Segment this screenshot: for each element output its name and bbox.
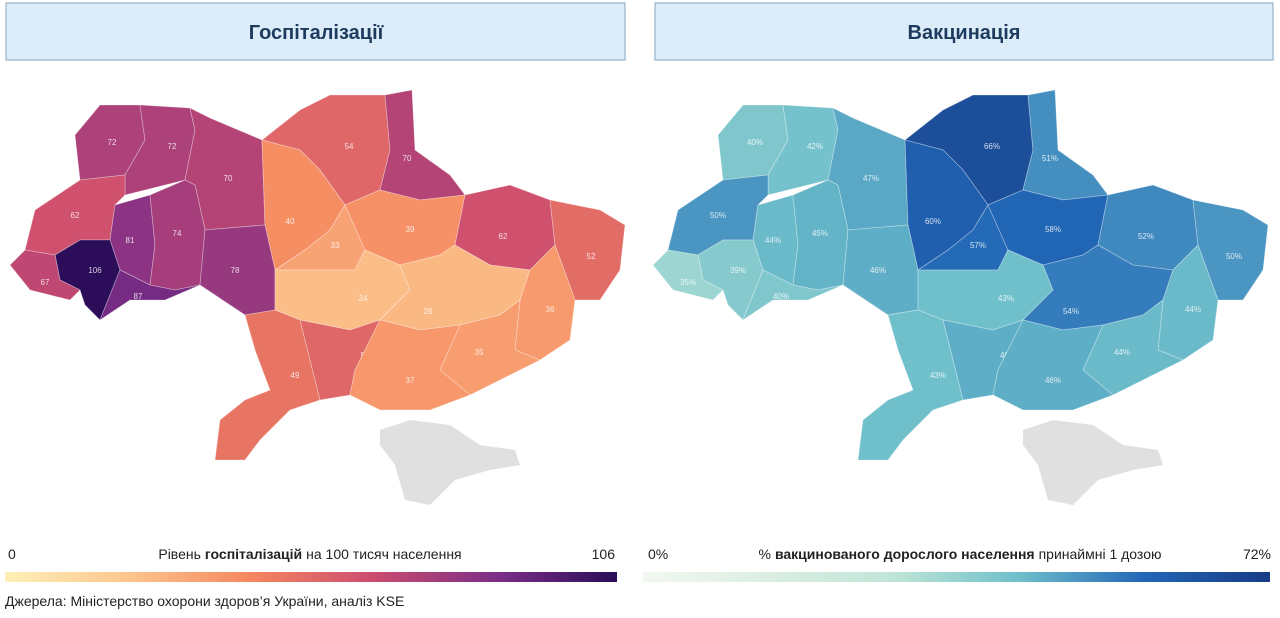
region-label: 81 xyxy=(126,236,135,245)
region-label: 106 xyxy=(88,266,102,275)
region-label: 50% xyxy=(1226,252,1242,261)
region xyxy=(214,309,321,461)
scale-caption: Рівень госпіталізацій на 100 тисяч населен… xyxy=(158,546,461,562)
region-label: 54% xyxy=(1063,307,1079,316)
region xyxy=(124,104,196,196)
region-label: 45% xyxy=(812,229,828,238)
caption-part: вакцинованого дорослого населення xyxy=(775,546,1035,562)
region-label: 44% xyxy=(1114,348,1130,357)
region-label: 43% xyxy=(998,294,1014,303)
region-label: 40% xyxy=(747,138,763,147)
region-label: 52 xyxy=(587,252,596,261)
region-label: 26 xyxy=(424,307,433,316)
region-label: 40% xyxy=(773,292,789,301)
region-label: 40 xyxy=(286,217,295,226)
region-label: 67 xyxy=(41,278,50,287)
region-label: 36 xyxy=(546,305,555,314)
region-label: 57% xyxy=(970,241,986,250)
region-label: 44% xyxy=(1185,305,1201,314)
caption-part: Рівень xyxy=(158,546,201,562)
region-label: 39 xyxy=(406,225,415,234)
scale-max: 72% xyxy=(1243,546,1271,562)
region-label: 24 xyxy=(359,294,368,303)
region-label: 54 xyxy=(345,142,354,151)
scale-min: 0% xyxy=(648,546,668,562)
region-label: 49 xyxy=(291,371,300,380)
header-box xyxy=(5,2,626,61)
region-label: 37 xyxy=(406,376,415,385)
region-label: 52% xyxy=(1138,232,1154,241)
caption-part: принаймні 1 дозою xyxy=(1039,546,1162,562)
scale-max: 106 xyxy=(592,546,616,562)
region xyxy=(992,319,1114,411)
region xyxy=(379,89,466,201)
region-label: 62 xyxy=(71,211,80,220)
region-label: 42% xyxy=(807,142,823,151)
region xyxy=(99,269,201,322)
region-label: 78 xyxy=(231,266,240,275)
region-label: 60% xyxy=(925,217,941,226)
color-scale xyxy=(5,572,617,582)
header-box xyxy=(654,2,1274,61)
region-label: 46% xyxy=(1045,376,1061,385)
scale-min: 0 xyxy=(8,546,16,562)
region-label: 35% xyxy=(680,278,696,287)
region-label: 58% xyxy=(1045,225,1061,234)
region-label: 70 xyxy=(224,174,233,183)
region-label: 33 xyxy=(331,241,340,250)
region-label: 70 xyxy=(403,154,412,163)
source: Джерела: Міністерство охорони здоров’я У… xyxy=(5,593,404,609)
region-label: 87 xyxy=(134,292,143,301)
caption-part: на 100 тисяч населення xyxy=(306,546,462,562)
region xyxy=(652,249,724,301)
caption-part: % xyxy=(759,546,771,562)
region xyxy=(1022,89,1109,201)
region-label: 66% xyxy=(984,142,1000,151)
region-label: 62 xyxy=(499,232,508,241)
caption-part: госпіталізацій xyxy=(205,546,302,562)
region xyxy=(349,319,471,411)
region-label: 47% xyxy=(863,174,879,183)
no-data-region xyxy=(380,420,520,505)
region-label: 72 xyxy=(108,138,117,147)
region xyxy=(742,269,844,322)
region-label: 72 xyxy=(168,142,177,151)
no-data-region xyxy=(1023,420,1163,505)
region xyxy=(514,244,576,361)
region xyxy=(9,249,81,301)
scale-caption: % вакцинованого дорослого населення принай… xyxy=(759,546,1162,562)
region xyxy=(767,104,839,196)
region-label: 43% xyxy=(930,371,946,380)
color-scale xyxy=(643,572,1270,582)
region xyxy=(1192,199,1269,301)
region-label: 35 xyxy=(475,348,484,357)
map-title: Госпіталізації xyxy=(249,22,384,44)
map-title: Вакцинація xyxy=(908,22,1021,44)
region-label: 46% xyxy=(870,266,886,275)
region-label: 74 xyxy=(173,229,182,238)
region-label: 39% xyxy=(730,266,746,275)
region-label: 50% xyxy=(710,211,726,220)
region-label: 44% xyxy=(765,236,781,245)
region-label: 51% xyxy=(1042,154,1058,163)
